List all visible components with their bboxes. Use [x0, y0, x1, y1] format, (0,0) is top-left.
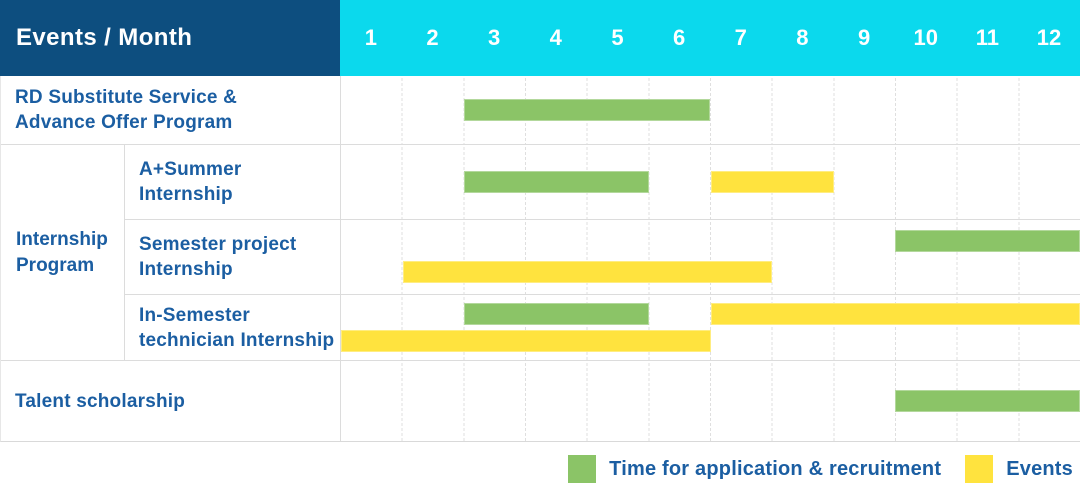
month-label: 6 — [672, 25, 686, 50]
gantt-bar-green — [464, 99, 711, 121]
month-header: 1 2 3 4 5 6 7 8 9 10 11 12 — [340, 0, 1080, 76]
month-label: 5 — [611, 25, 624, 50]
month-label: 9 — [857, 25, 871, 50]
gantt-bar-yellow — [710, 171, 834, 193]
row-label-line: Advance Offer Program — [15, 112, 233, 133]
month-label: 3 — [488, 25, 501, 50]
legend: Time for application & recruitment Event… — [568, 454, 1073, 484]
month-label: 12 — [1036, 25, 1062, 50]
chart-cell-aplus-summer — [340, 145, 1080, 219]
row-label-line: technician Internship — [139, 329, 335, 351]
group-internship-program: Internship Program A+Summer Internship S… — [1, 145, 1080, 361]
row-label-talent-scholarship: Talent scholarship — [1, 361, 340, 441]
row-semester-project-internship: Semester project Internship — [125, 220, 1080, 295]
gantt-bar-yellow — [402, 260, 773, 283]
legend-green-swatch — [568, 455, 597, 483]
row-label-line: In-Semester — [139, 304, 250, 326]
gantt-bar-green — [464, 302, 649, 325]
month-label: 4 — [549, 25, 562, 50]
row-talent-scholarship: Talent scholarship — [1, 361, 1080, 441]
gantt-bar-green — [464, 171, 649, 193]
gantt-bar-green — [895, 230, 1080, 253]
gantt-bar-yellow — [341, 329, 711, 352]
chart-cell-talent-scholarship — [340, 361, 1080, 441]
gantt-bar-green — [895, 390, 1080, 412]
table-header-row: Events / Month 1 2 3 4 5 6 7 8 9 10 11 12 — [0, 0, 1080, 76]
legend-green-label: Time for application & recruitment — [609, 457, 942, 480]
table-body: RD Substitute Service & Advance Offer Pr… — [0, 76, 1080, 442]
events-month-header: Events / Month — [0, 0, 340, 76]
group-body-internship-program: A+Summer Internship Semester project Int… — [125, 145, 1080, 360]
row-label-semester-project: Semester project Internship — [125, 220, 340, 294]
row-rd-substitute: RD Substitute Service & Advance Offer Pr… — [1, 76, 1080, 145]
row-label-line: A+Summer — [139, 159, 242, 180]
chart-cell-semester-project — [340, 220, 1080, 294]
month-label: 11 — [975, 25, 1000, 50]
group-label-internship-program: Internship Program — [1, 145, 125, 360]
row-label-line: RD Substitute Service & — [15, 87, 238, 108]
month-label: 7 — [734, 25, 747, 50]
row-label-rd-substitute: RD Substitute Service & Advance Offer Pr… — [1, 76, 340, 144]
group-label-line: Program — [16, 254, 95, 276]
row-label-aplus-summer: A+Summer Internship — [125, 145, 340, 219]
month-label: 1 — [364, 25, 377, 50]
month-label: 8 — [796, 25, 809, 50]
row-in-semester-technician-internship: In-Semester technician Internship — [125, 295, 1080, 360]
month-label: 10 — [913, 25, 938, 50]
row-label-line: Internship — [139, 184, 233, 205]
events-month-header-label: Events / Month — [16, 24, 193, 51]
row-label-line: Semester project — [139, 234, 297, 255]
legend-yellow-swatch — [965, 455, 994, 483]
chart-cell-in-semester-technician — [340, 295, 1080, 360]
row-label-in-semester-technician: In-Semester technician Internship — [125, 295, 340, 360]
chart-cell-rd-substitute — [340, 76, 1080, 144]
legend-yellow-label: Events — [1006, 457, 1073, 480]
row-aplus-summer-internship: A+Summer Internship — [125, 145, 1080, 220]
group-label-line: Internship — [16, 228, 108, 250]
row-label-line: Talent scholarship — [15, 390, 186, 412]
month-label: 2 — [426, 25, 439, 50]
row-label-line: Internship — [139, 259, 233, 280]
gantt-bar-yellow — [710, 302, 1080, 325]
